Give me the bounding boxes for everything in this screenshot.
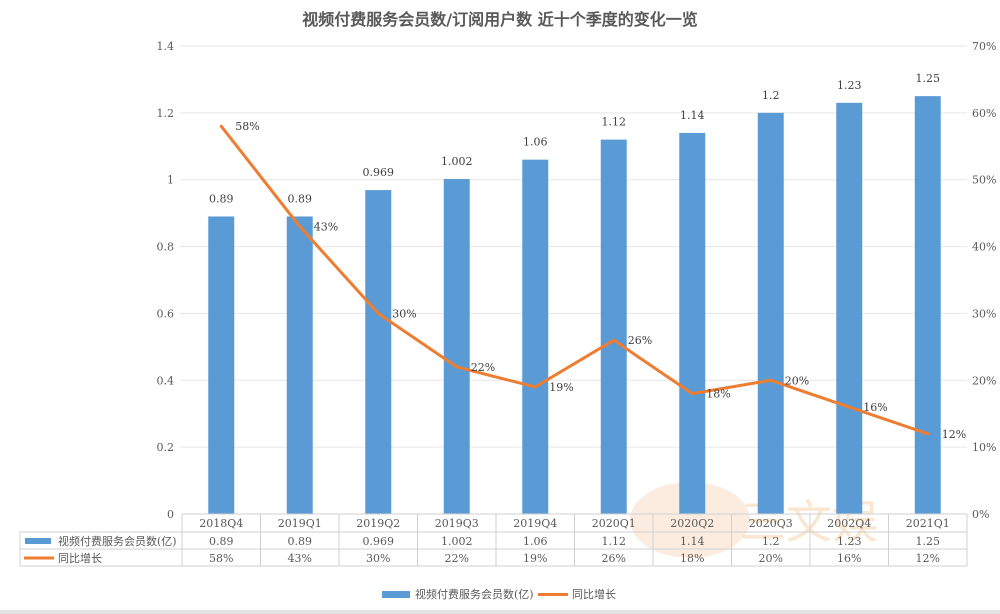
growth-line [220,125,929,436]
right-axis-tick: 10% [972,441,996,454]
bar [679,132,706,514]
line-data-label: 18% [706,388,730,401]
left-axis-tick: 1.2 [157,107,175,120]
category-label: 2020Q1 [592,517,636,530]
right-axis-tick: 40% [972,241,996,254]
table-cell-members: 0.969 [363,535,395,548]
category-label: 2019Q3 [435,517,479,530]
table-cell-members: 1.002 [441,535,473,548]
legend-bar-icon [382,591,410,598]
bar-data-label: 1.06 [523,136,548,149]
legend-members: 视频付费服务会员数(亿) [415,587,534,601]
line-data-label: 43% [314,221,338,234]
table-cell-growth: 19% [523,552,547,565]
table-cell-members: 0.89 [209,535,234,548]
table-cell-growth: 22% [445,552,469,565]
bar-data-label: 1.14 [680,109,705,122]
bar-data-label: 0.969 [363,166,395,179]
table-cell-growth: 43% [288,552,312,565]
line-data-label: 16% [863,401,887,414]
growth-point [219,124,223,128]
table-cell-members: 1.25 [916,535,941,548]
table-cell-members: 1.06 [523,535,548,548]
table-cell-members: 0.89 [288,535,313,548]
growth-point [376,311,380,315]
bar [836,102,863,514]
growth-point [455,365,459,369]
category-label: 2019Q4 [513,517,557,530]
left-axis-tick: 0.4 [157,374,175,387]
line-data-label: 19% [549,381,573,394]
line-data-label: 20% [785,374,809,387]
bar [522,159,549,514]
left-axis-tick: 0 [167,508,174,521]
line-data-label: 58% [235,120,259,133]
category-label: 2021Q1 [906,517,950,530]
bar-data-label: 1.002 [441,155,473,168]
bar [365,190,392,514]
chart-title: 视频付费服务会员数/订阅用户数 近十个季度的变化一览 [302,10,698,29]
line-data-label: 30% [392,307,416,320]
growth-point [769,378,773,382]
bar-data-label: 1.25 [916,72,941,85]
bar-data-label: 1.12 [602,116,627,129]
table-cell-members: 1.12 [602,535,627,548]
table-cell-growth: 58% [209,552,233,565]
bar [600,139,627,514]
table-cell-members: 1.2 [762,535,780,548]
growth-point [533,385,537,389]
category-label: 2020Q3 [749,517,793,530]
category-label: 2019Q1 [278,517,322,530]
left-axis-tick: 0.6 [157,307,175,320]
bar [286,216,313,514]
right-axis-tick: 30% [972,307,996,320]
left-axis-tick: 1.4 [157,40,175,53]
category-label: 2019Q2 [356,517,400,530]
table-legend-bar-icon [25,538,51,544]
table-cell-growth: 12% [916,552,940,565]
legend-growth: 同比增长 [572,587,616,601]
table-cell-growth: 18% [680,552,704,565]
bar [208,216,235,514]
table-cell-members: 1.14 [680,535,705,548]
watermark-logo-icon [630,482,750,558]
right-axis-tick: 60% [972,107,996,120]
growth-point [298,225,302,229]
growth-point [612,338,616,342]
bar [914,96,941,515]
table-cell-growth: 16% [837,552,861,565]
table-legend-members: 视频付费服务会员数(亿) [58,534,177,548]
category-label: 2018Q4 [199,517,243,530]
right-axis-tick: 20% [972,374,996,387]
right-axis-tick: 70% [972,40,996,53]
bar-data-label: 1.2 [762,89,780,102]
growth-point [926,432,930,436]
bar [757,112,784,514]
bar-data-label: 1.23 [837,79,862,92]
left-axis-tick: 0.2 [157,441,175,454]
category-label: 2020Q2 [670,517,714,530]
right-axis-tick: 50% [972,174,996,187]
category-label: 2002Q4 [827,517,871,530]
left-axis-tick: 0.8 [157,241,175,254]
line-data-label: 22% [471,361,495,374]
right-axis-tick: 0% [972,508,989,521]
line-data-label: 26% [628,334,652,347]
bar [443,179,470,514]
growth-point [847,405,851,409]
growth-point [690,392,694,396]
bar-data-label: 0.89 [288,192,313,205]
line-data-label: 12% [942,428,966,441]
table-cell-members: 1.23 [837,535,862,548]
left-axis-tick: 1 [167,174,174,187]
table-cell-growth: 20% [759,552,783,565]
bottom-border [0,610,1000,614]
table-cell-growth: 26% [602,552,626,565]
table-legend-growth: 同比增长 [58,551,102,565]
table-cell-growth: 30% [366,552,390,565]
bar-data-label: 0.89 [209,192,234,205]
